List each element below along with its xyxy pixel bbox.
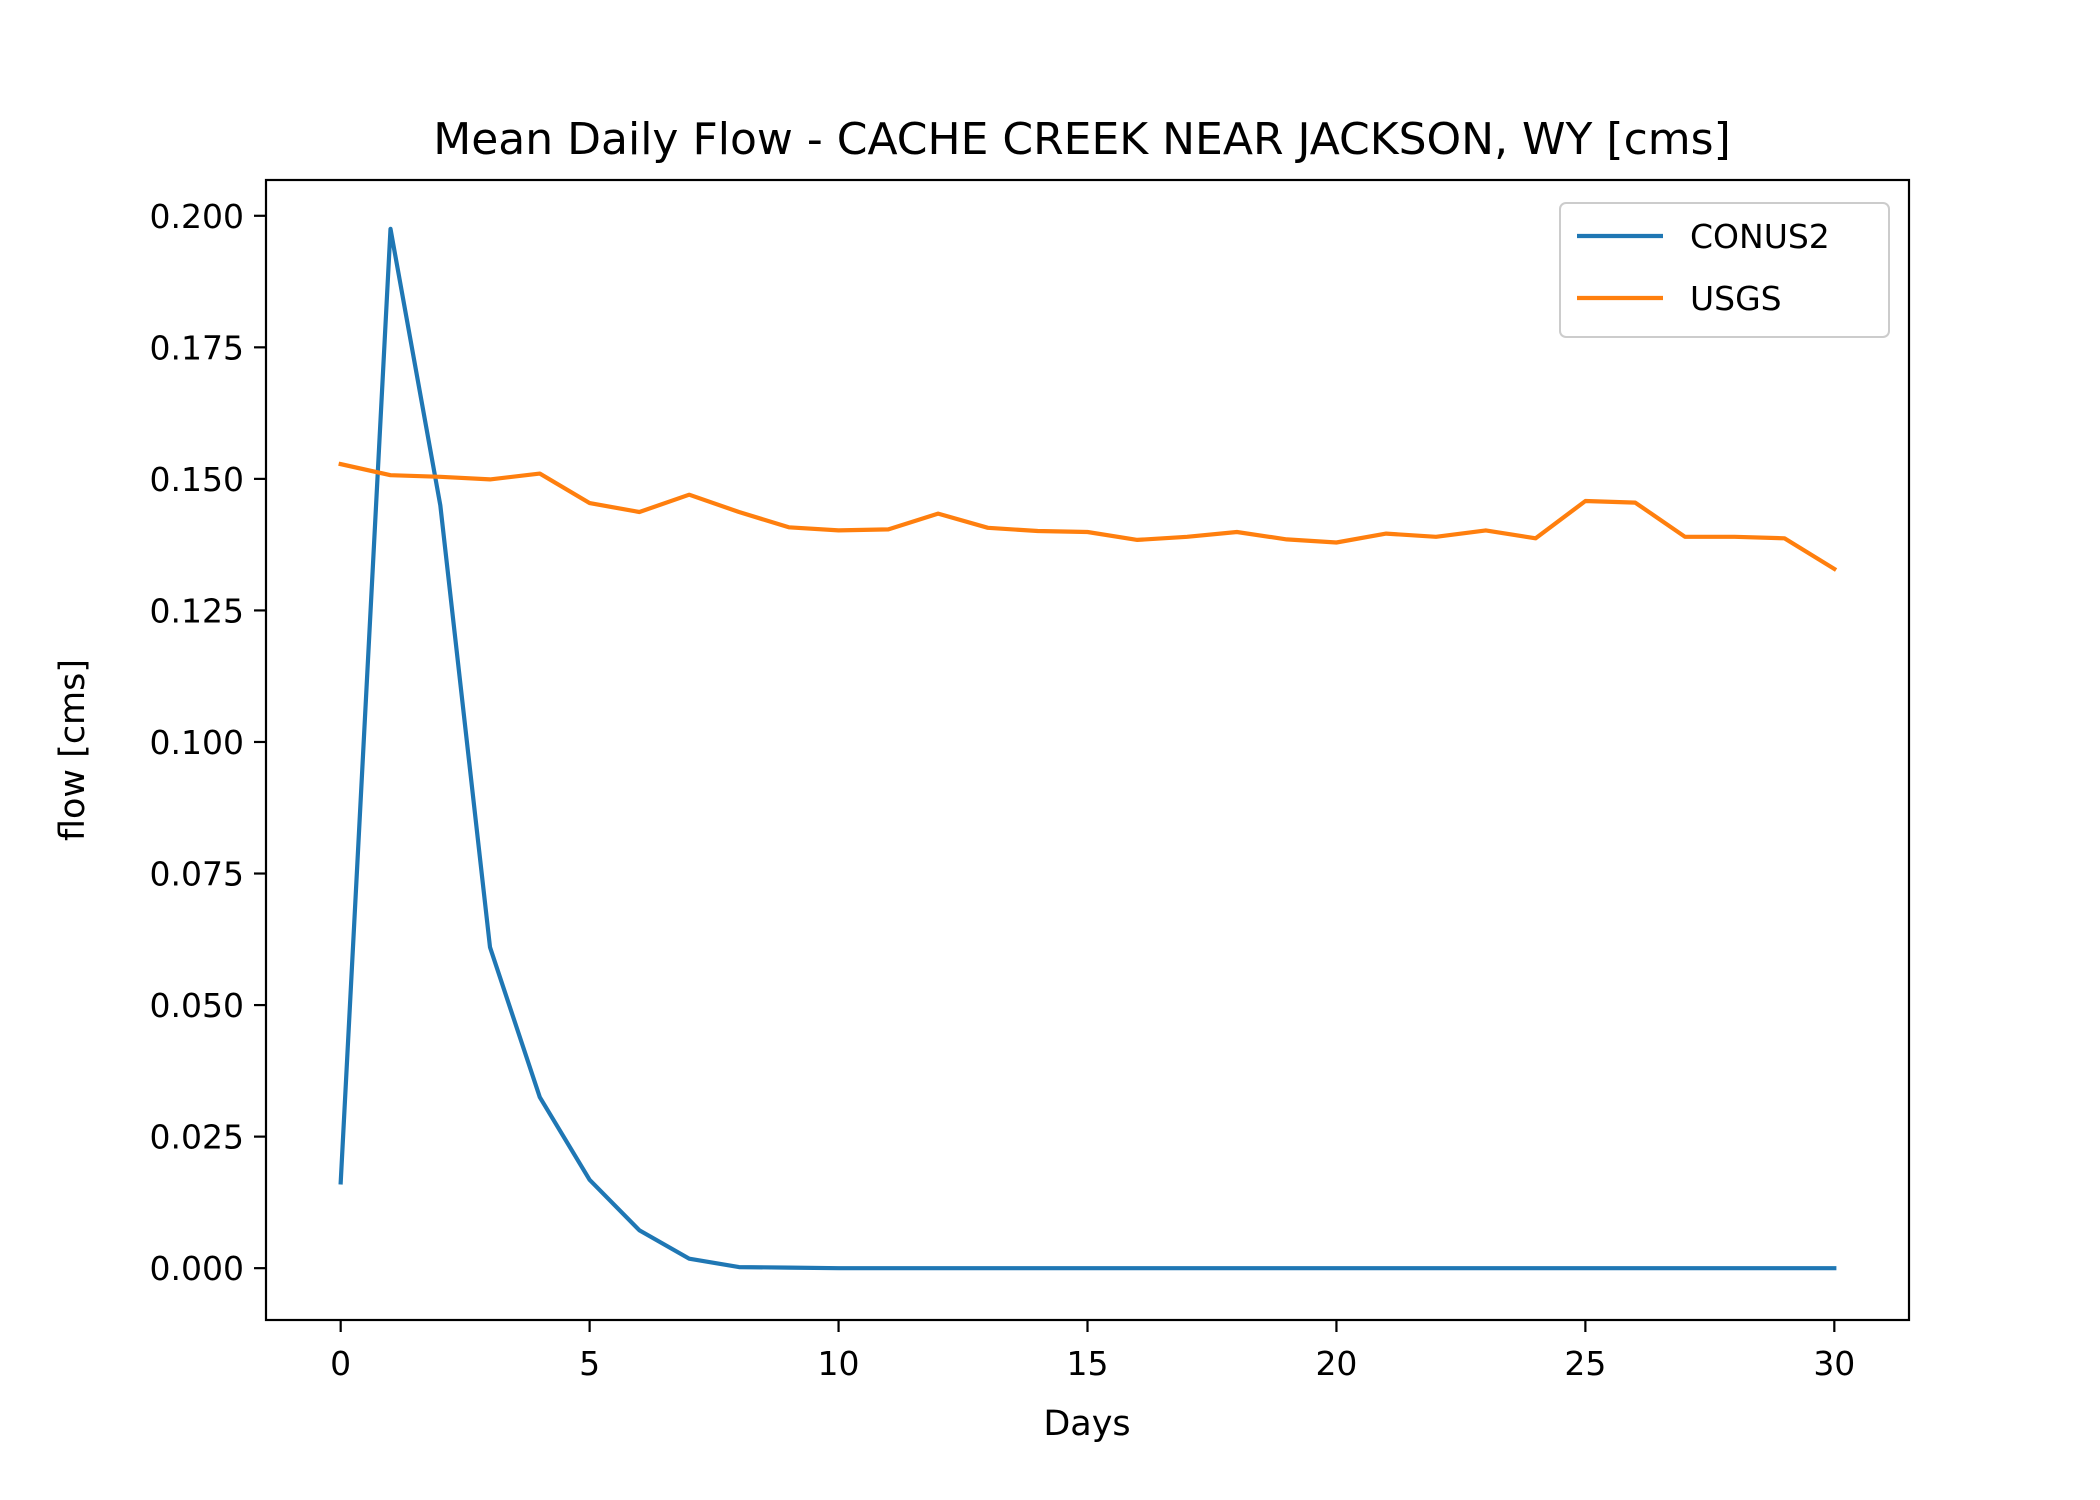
series-line-conus2 xyxy=(338,226,1837,1271)
x-axis: 0 5 10 15 20 25 30 xyxy=(330,1320,1855,1383)
y-axis-label: flow [cms] xyxy=(53,659,93,841)
legend-label-conus2: CONUS2 xyxy=(1690,217,1830,256)
y-tick-label: 0.200 xyxy=(150,197,244,236)
legend: CONUS2 USGS xyxy=(1559,202,1890,338)
x-tick-label: 25 xyxy=(1564,1344,1606,1383)
y-tick-label: 0.125 xyxy=(150,591,244,630)
series-line-usgs xyxy=(338,461,1838,572)
y-tick-label: 0.175 xyxy=(150,328,244,367)
y-tick-label: 0.150 xyxy=(150,460,244,499)
x-tick-label: 15 xyxy=(1067,1344,1109,1383)
legend-label-usgs: USGS xyxy=(1690,279,1782,318)
x-tick-label: 20 xyxy=(1315,1344,1357,1383)
x-axis-label: Days xyxy=(1043,1404,1130,1444)
x-tick-label: 30 xyxy=(1813,1344,1855,1383)
x-tick-label: 5 xyxy=(579,1344,600,1383)
chart-title: Mean Daily Flow - CACHE CREEK NEAR JACKS… xyxy=(433,114,1730,165)
series-lines xyxy=(338,226,1838,1271)
y-tick-label: 0.075 xyxy=(150,855,244,894)
y-tick-label: 0.050 xyxy=(150,986,244,1025)
y-tick-label: 0.000 xyxy=(150,1249,244,1288)
y-tick-label: 0.100 xyxy=(150,723,244,762)
y-axis: 0.000 0.025 0.050 0.075 0.100 0.125 0.150 0.175… xyxy=(150,197,266,1288)
y-tick-label: 0.025 xyxy=(150,1118,244,1157)
x-tick-label: 10 xyxy=(818,1344,860,1383)
plot-area-frame xyxy=(264,178,1911,1322)
x-tick-label: 0 xyxy=(330,1344,351,1383)
